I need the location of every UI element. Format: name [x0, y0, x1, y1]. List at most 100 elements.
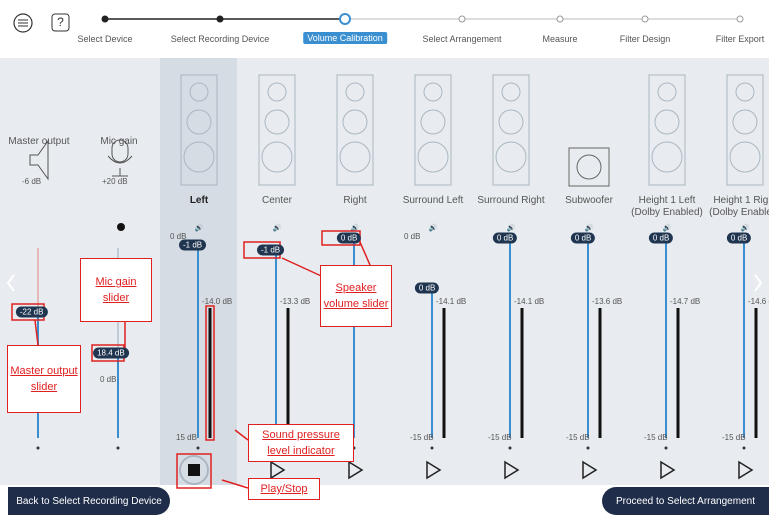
- leader-line: [359, 241, 371, 266]
- level-label: -14.1 dB: [436, 297, 467, 306]
- back-button[interactable]: Back to Select Recording Device: [8, 487, 170, 515]
- slider-thumb[interactable]: 0 dB: [414, 282, 440, 294]
- slider-thumb[interactable]: 0 dB: [570, 232, 596, 244]
- volume-icon: 🔊: [351, 223, 360, 232]
- menu-button[interactable]: [13, 13, 33, 33]
- level-label: -13.3 dB: [280, 297, 311, 306]
- input-label: Mic gain: [100, 136, 138, 147]
- slider-thumb[interactable]: 18.4 dB: [93, 347, 129, 359]
- speaker-icon: [414, 74, 452, 186]
- slider-min: -15 dB: [566, 433, 590, 442]
- slider-max: +20 dB: [102, 177, 128, 186]
- play-button: [426, 460, 442, 480]
- step-dot: [736, 15, 744, 23]
- play-button: [348, 460, 364, 480]
- slider-min: 0 dB: [100, 375, 117, 384]
- speaker-icon: [492, 74, 530, 186]
- slider-thumb[interactable]: 0 dB: [648, 232, 674, 244]
- help-button[interactable]: [51, 13, 70, 32]
- speaker-icon: [648, 74, 686, 186]
- slider-min: -15 dB: [410, 433, 434, 442]
- bottom-dot: [430, 446, 434, 450]
- slider-min: -15 dB: [644, 433, 668, 442]
- step-label[interactable]: Select Device: [77, 34, 133, 44]
- stop-button: [188, 464, 200, 476]
- help-label[interactable]: ?: [57, 15, 64, 29]
- slider-thumb[interactable]: -22 dB: [15, 306, 48, 318]
- bottom-dot: [116, 446, 120, 450]
- level-label: -14.0 dB: [202, 297, 233, 306]
- speaker-name[interactable]: Surround Left: [402, 195, 464, 206]
- slider-thumb[interactable]: 0 dB: [492, 232, 518, 244]
- speaker-icon: [180, 74, 218, 186]
- nav-right: [754, 274, 763, 292]
- toggle-dot: [117, 223, 125, 231]
- speaker-cone: [267, 82, 287, 102]
- volume-icon: 🔊: [195, 223, 204, 232]
- step-dot: [458, 15, 466, 23]
- speaker-cone: [420, 109, 446, 135]
- highlight-box: [205, 305, 215, 441]
- annotation: Mic gain slider: [80, 258, 152, 322]
- slider-max: 0 dB: [404, 232, 421, 241]
- leader-line: [34, 319, 39, 346]
- slider-thumb[interactable]: -1 dB: [257, 244, 285, 256]
- step-label[interactable]: Filter Export: [715, 34, 765, 44]
- bottom-dot: [586, 446, 590, 450]
- step-dot: [216, 15, 224, 23]
- level-label: -14.7 dB: [670, 297, 701, 306]
- annotation: Master output slider: [7, 345, 81, 413]
- step-label[interactable]: Volume Calibration: [303, 32, 387, 44]
- proceed-button[interactable]: Proceed to Select Arrangement: [602, 487, 769, 515]
- volume-icon: 🔊: [507, 223, 516, 232]
- step-label[interactable]: Select Recording Device: [170, 34, 270, 44]
- speaker-icon: [258, 74, 296, 186]
- speaker-name[interactable]: Height 1 Left (Dolby Enabled): [631, 195, 703, 218]
- speaker-cone: [417, 141, 449, 173]
- nav-left: [6, 274, 15, 292]
- speaker-cone: [651, 141, 683, 173]
- step-label[interactable]: Select Arrangement: [422, 34, 502, 44]
- speaker-cone: [495, 141, 527, 173]
- speaker-name[interactable]: Left: [189, 195, 209, 206]
- speaker-name[interactable]: Surround Right: [477, 195, 545, 206]
- speaker-name[interactable]: Center: [261, 195, 292, 206]
- annotation: Speaker volume slider: [320, 265, 392, 327]
- stop-ring: [179, 455, 209, 485]
- speaker-cone: [732, 109, 758, 135]
- speaker-cone: [186, 109, 212, 135]
- speaker-icon: [336, 74, 374, 186]
- speaker-name[interactable]: Subwoofer: [565, 195, 613, 206]
- level-label: -14.1 dB: [514, 297, 545, 306]
- step-dot: [641, 15, 649, 23]
- mic-stand: [107, 155, 133, 177]
- speaker-cone: [261, 141, 293, 173]
- slider-thumb[interactable]: 0 dB: [726, 232, 752, 244]
- highlight-box: [176, 453, 212, 489]
- step-dot: [556, 15, 564, 23]
- volume-icon: 🔊: [273, 223, 282, 232]
- slider-thumb[interactable]: -1 dB: [179, 239, 207, 251]
- speaker-name[interactable]: Right: [343, 195, 367, 206]
- slider-thumb[interactable]: 0 dB: [336, 232, 362, 244]
- level-label: -14.6 dB: [748, 297, 769, 306]
- speaker-cone: [501, 82, 521, 102]
- step-dot: [339, 13, 351, 25]
- input-label: Master output: [8, 136, 70, 147]
- speaker-name[interactable]: Height 1 Right (Dolby Enabled): [709, 195, 769, 218]
- volume-icon: 🔊: [429, 223, 438, 232]
- volume-icon: 🔊: [741, 223, 750, 232]
- annotation: Play/Stop: [248, 478, 320, 500]
- volume-icon: 🔊: [585, 223, 594, 232]
- step-label[interactable]: Filter Design: [619, 34, 671, 44]
- step-label[interactable]: Measure: [542, 34, 578, 44]
- slider-max: -6 dB: [22, 177, 42, 186]
- speaker-cone: [189, 82, 209, 102]
- bottom-dot: [742, 446, 746, 450]
- slider-min: -15 dB: [488, 433, 512, 442]
- subwoofer-cone: [576, 154, 602, 180]
- play-button: [270, 460, 286, 480]
- speaker-cone: [264, 109, 290, 135]
